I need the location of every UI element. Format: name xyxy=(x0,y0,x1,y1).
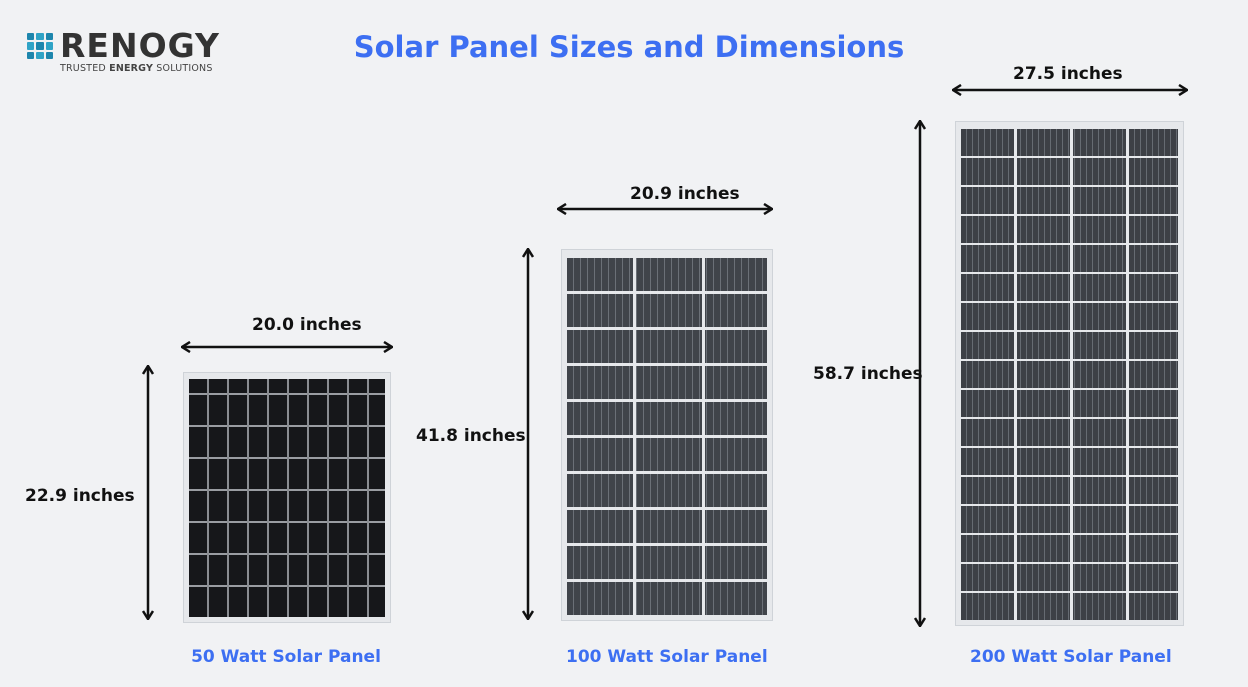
height-label-200w: 58.7 inches xyxy=(813,364,923,384)
logo-tagline: TRUSTED ENERGY SOLUTIONS xyxy=(60,63,213,74)
solar-panel-200w-image xyxy=(955,121,1184,626)
caption-50w: 50 Watt Solar Panel xyxy=(191,647,381,667)
width-label-100w: 20.9 inches xyxy=(630,184,740,204)
renogy-logo-icon xyxy=(27,33,53,59)
page-title: Solar Panel Sizes and Dimensions xyxy=(353,30,905,64)
width-label-200w: 27.5 inches xyxy=(1013,64,1123,84)
logo-wordmark: RENOGY xyxy=(60,26,220,65)
width-label-50w: 20.0 inches xyxy=(252,315,362,335)
caption-200w: 200 Watt Solar Panel xyxy=(970,647,1172,667)
solar-panel-100w-image xyxy=(561,249,773,621)
height-label-50w: 22.9 inches xyxy=(25,486,135,506)
height-label-100w: 41.8 inches xyxy=(416,426,526,446)
solar-panel-50w-image xyxy=(183,372,391,623)
caption-100w: 100 Watt Solar Panel xyxy=(566,647,768,667)
